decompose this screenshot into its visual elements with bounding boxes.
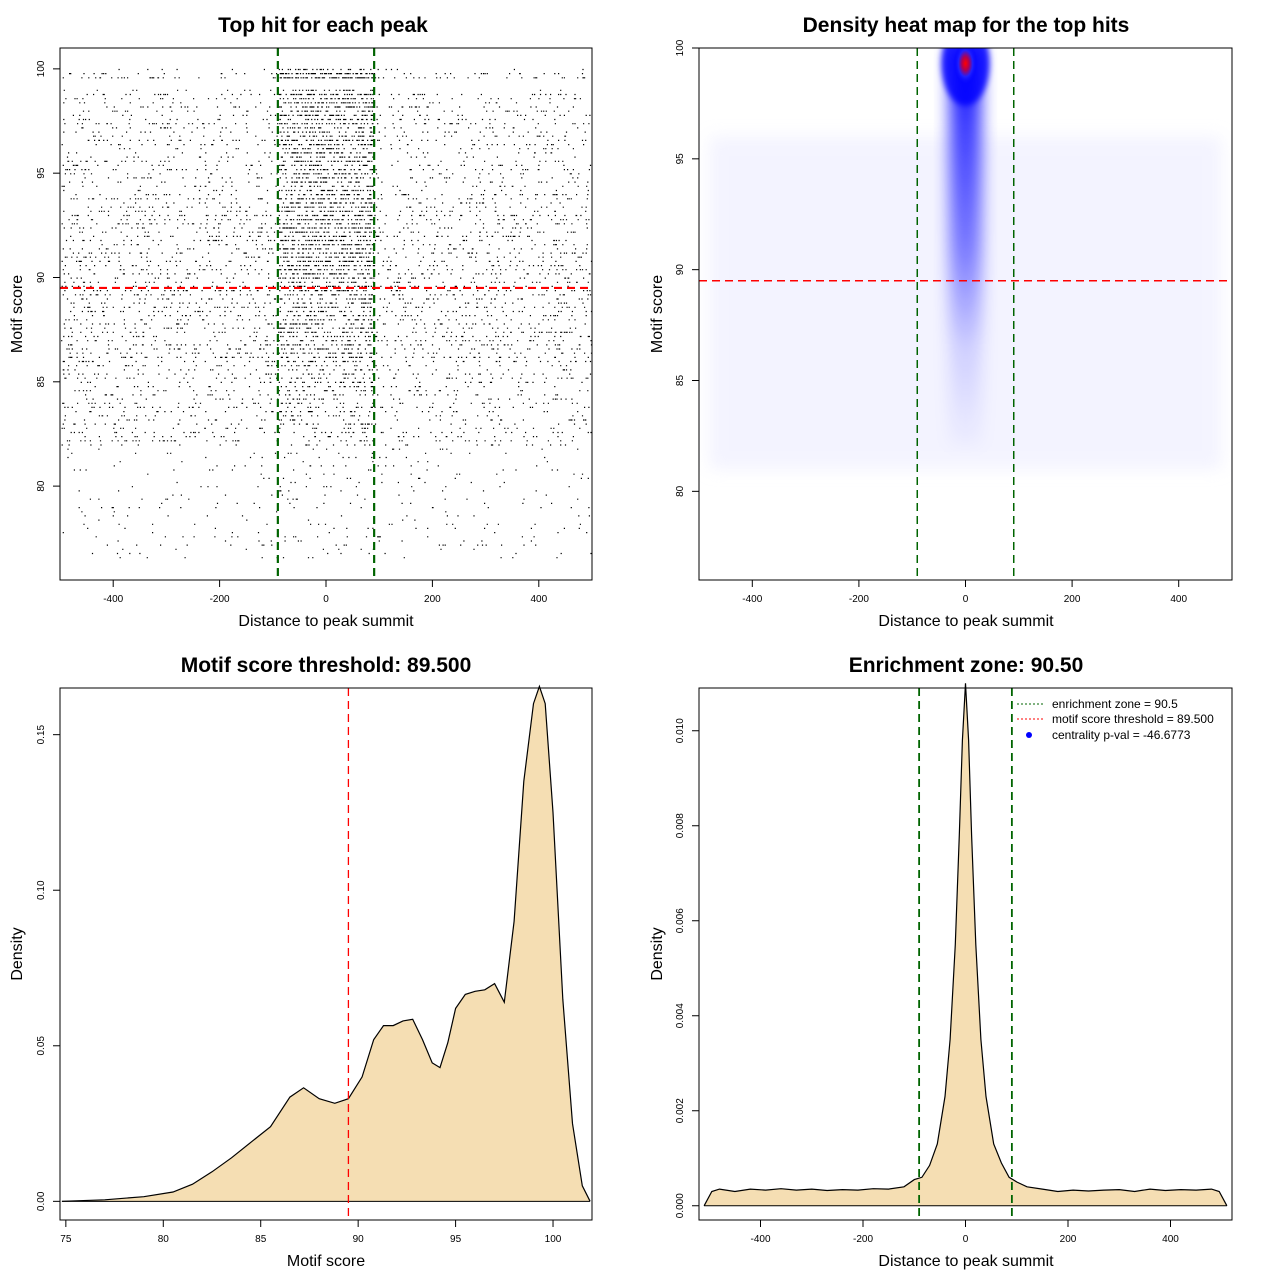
x-tick-label: 400 bbox=[530, 594, 547, 605]
heatmap-panel: Density heat map for the top hits -400 -2… bbox=[649, 14, 1233, 630]
x-tick-label: 90 bbox=[353, 1234, 365, 1245]
heatmap-x-ticks: -400 -200 0 200 400 bbox=[742, 580, 1187, 605]
x-tick-label: -400 bbox=[750, 1234, 770, 1245]
density-curve bbox=[703, 683, 1228, 1207]
scatter-y-label: Motif score bbox=[9, 275, 26, 353]
heatmap-title: Density heat map for the top hits bbox=[803, 14, 1130, 37]
x-tick-label: 200 bbox=[424, 594, 441, 605]
heatmap-reference-lines bbox=[699, 48, 1232, 580]
heatmap-y-ticks: 80 85 90 95 100 bbox=[675, 39, 699, 497]
y-tick-label: 100 bbox=[36, 60, 47, 77]
scatter-y-ticks: 80 85 90 95 100 bbox=[36, 60, 60, 492]
heatmap-central-column bbox=[949, 48, 982, 447]
heatmap-y-label: Motif score bbox=[649, 275, 666, 353]
x-tick-label: 0 bbox=[963, 1234, 969, 1245]
y-tick-label: 90 bbox=[36, 271, 47, 283]
x-tick-label: -400 bbox=[103, 594, 123, 605]
scatter-x-label: Distance to peak summit bbox=[238, 613, 414, 630]
x-tick-label: 400 bbox=[1170, 594, 1187, 605]
distance-density-y-ticks: 0.000 0.002 0.004 0.006 0.008 0.010 bbox=[675, 718, 699, 1218]
distance-density-area bbox=[703, 683, 1228, 1207]
x-tick-label: -200 bbox=[210, 594, 230, 605]
y-tick-label: 0.008 bbox=[675, 813, 686, 838]
y-tick-label: 0.00 bbox=[36, 1191, 47, 1211]
score-density-title: Motif score threshold: 89.500 bbox=[181, 654, 472, 677]
x-tick-label: 80 bbox=[158, 1234, 170, 1245]
score-density-y-label: Density bbox=[9, 927, 26, 980]
y-tick-label: 100 bbox=[675, 39, 686, 56]
distance-density-reference-lines bbox=[918, 688, 1013, 1220]
scatter-points bbox=[61, 68, 592, 559]
y-tick-label: 90 bbox=[675, 264, 686, 276]
legend-label-centrality-pval: centrality p-val = -46.6773 bbox=[1052, 728, 1191, 742]
legend-label-motif-score-threshold: motif score threshold = 89.500 bbox=[1052, 712, 1214, 726]
y-tick-label: 80 bbox=[675, 485, 686, 497]
score-density-area bbox=[61, 684, 591, 1202]
y-tick-label: 0.002 bbox=[675, 1098, 686, 1123]
y-tick-label: 95 bbox=[36, 167, 47, 179]
distance-density-legend: enrichment zone = 90.5 motif score thres… bbox=[1017, 697, 1214, 742]
x-tick-label: -400 bbox=[742, 594, 762, 605]
scatter-panel: Top hit for each peak -400 -200 0 200 400 80… bbox=[9, 14, 593, 630]
x-tick-label: 95 bbox=[450, 1234, 462, 1245]
scatter-point bbox=[61, 68, 592, 559]
density-fill bbox=[61, 686, 591, 1202]
y-tick-label: 0.006 bbox=[675, 908, 686, 933]
density-curve bbox=[61, 684, 591, 1202]
heatmap-x-label: Distance to peak summit bbox=[878, 613, 1054, 630]
x-tick-label: 0 bbox=[323, 594, 329, 605]
score-density-x-ticks: 75 80 85 90 95 100 bbox=[60, 1220, 562, 1245]
distance-density-panel: Enrichment zone: 90.50 -400 -200 0 200 400 0… bbox=[649, 654, 1233, 1270]
x-tick-label: -200 bbox=[853, 1234, 873, 1245]
scatter-x-ticks: -400 -200 0 200 400 bbox=[103, 580, 548, 605]
x-tick-label: 400 bbox=[1162, 1234, 1179, 1245]
score-density-panel: Motif score threshold: 89.500 75 80 85 90 95… bbox=[9, 654, 593, 1270]
score-density-y-ticks: 0.00 0.05 0.10 0.15 bbox=[36, 724, 60, 1211]
x-tick-label: 200 bbox=[1060, 1234, 1077, 1245]
x-tick-label: 85 bbox=[255, 1234, 267, 1245]
legend-key-centrality-pval bbox=[1026, 732, 1032, 738]
x-tick-label: 200 bbox=[1064, 594, 1081, 605]
heatmap-hotspot bbox=[953, 48, 978, 86]
distance-density-x-label: Distance to peak summit bbox=[878, 1253, 1054, 1270]
scatter-plot-frame bbox=[59, 47, 593, 581]
score-density-plot-frame bbox=[59, 687, 593, 1221]
distance-density-title: Enrichment zone: 90.50 bbox=[849, 654, 1084, 677]
score-density-x-label: Motif score bbox=[287, 1253, 365, 1270]
x-tick-label: 75 bbox=[60, 1234, 72, 1245]
y-tick-label: 0.000 bbox=[675, 1193, 686, 1218]
y-tick-label: 0.05 bbox=[36, 1036, 47, 1056]
scatter-title: Top hit for each peak bbox=[218, 14, 428, 37]
scatter-reference-lines bbox=[60, 48, 592, 580]
density-fill bbox=[704, 683, 1227, 1206]
heatmap-density bbox=[699, 48, 1232, 580]
distance-density-x-ticks: -400 -200 0 200 400 bbox=[750, 1220, 1179, 1245]
y-tick-label: 0.004 bbox=[675, 1003, 686, 1028]
y-tick-label: 85 bbox=[36, 376, 47, 388]
x-tick-label: -200 bbox=[849, 594, 869, 605]
x-tick-label: 0 bbox=[963, 594, 969, 605]
y-tick-label: 80 bbox=[36, 480, 47, 492]
x-tick-label: 100 bbox=[545, 1234, 562, 1245]
y-tick-label: 0.10 bbox=[36, 880, 47, 900]
y-tick-label: 95 bbox=[675, 153, 686, 165]
legend-label-enrichment-zone: enrichment zone = 90.5 bbox=[1052, 697, 1178, 711]
distance-density-y-label: Density bbox=[649, 927, 666, 980]
y-tick-label: 0.010 bbox=[675, 718, 686, 743]
y-tick-label: 85 bbox=[675, 375, 686, 387]
y-tick-label: 0.15 bbox=[36, 724, 47, 744]
